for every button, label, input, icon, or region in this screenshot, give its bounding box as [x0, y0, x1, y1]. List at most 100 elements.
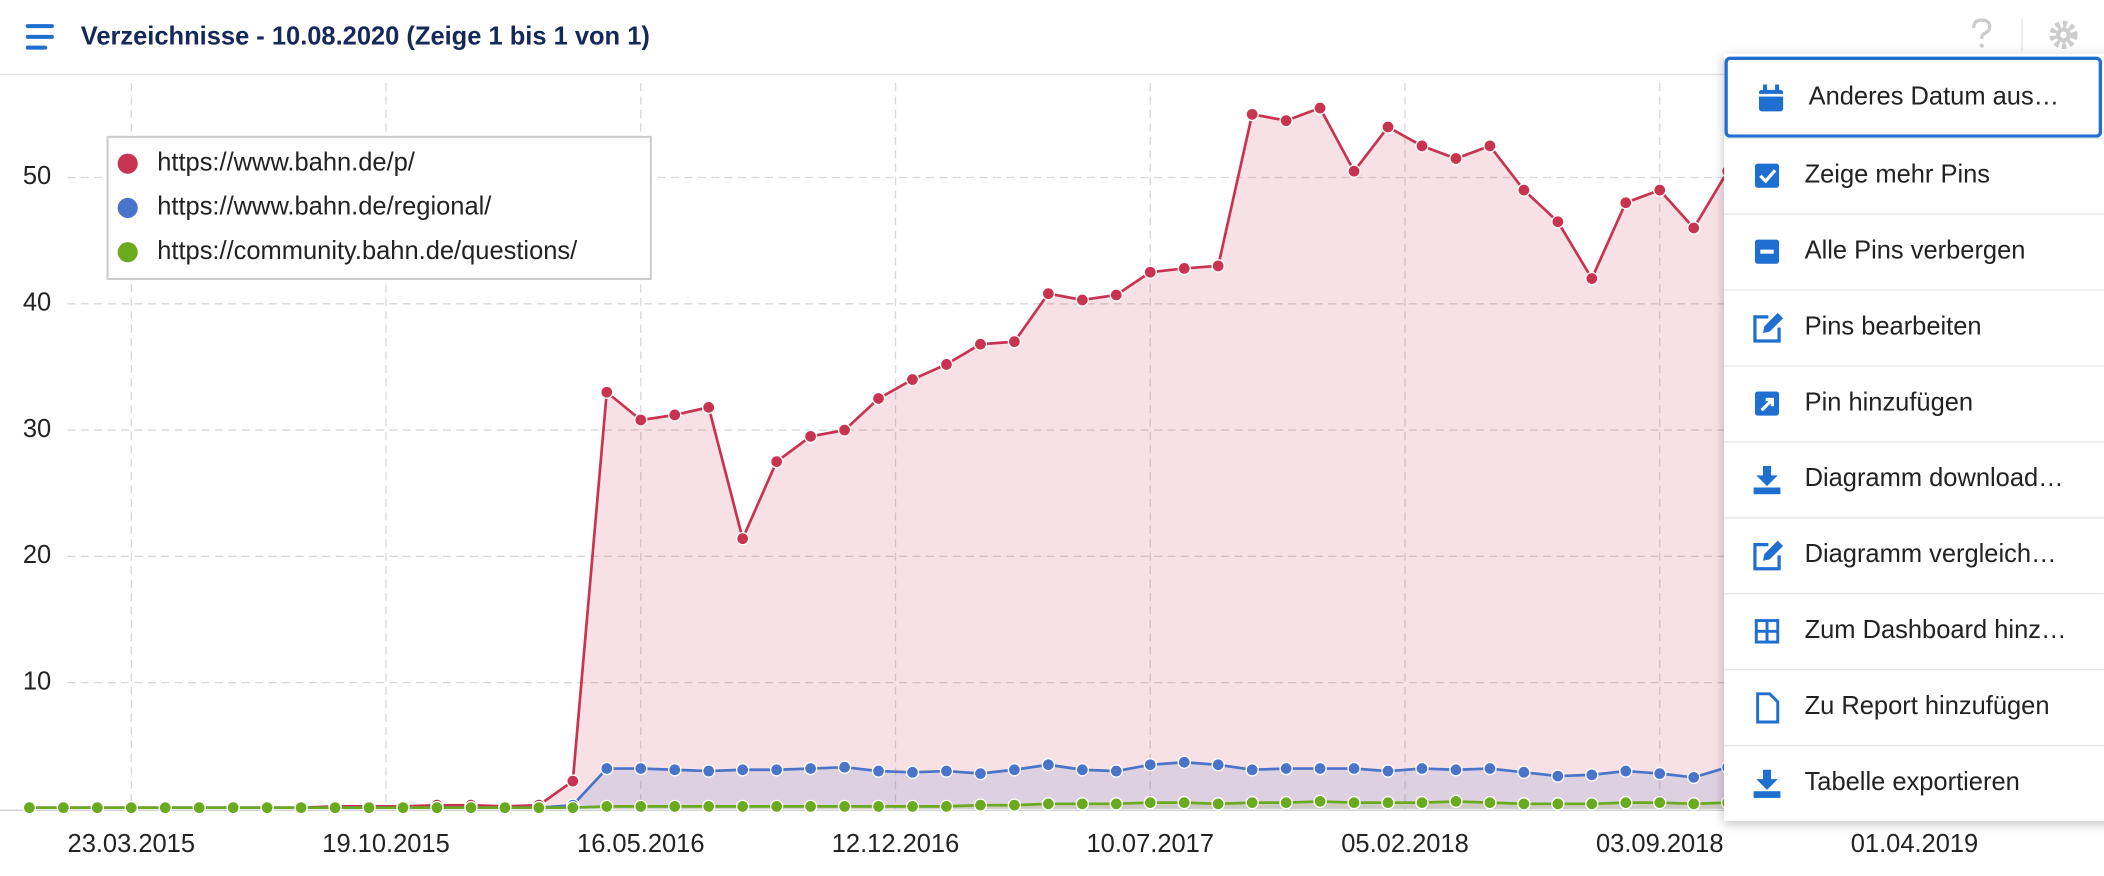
menu-item-label[interactable]: Zum Dashboard hinz… [1805, 616, 2067, 644]
data-point [1313, 794, 1327, 809]
data-point [1585, 271, 1599, 286]
data-point [701, 400, 716, 415]
data-point [1551, 769, 1565, 783]
data-point [56, 800, 71, 815]
x-tick-label: 10.07.2017 [1087, 830, 1214, 858]
data-point [1007, 334, 1022, 349]
menu-item-label[interactable]: Tabelle exportieren [1805, 768, 2020, 796]
x-tick-label: 03.09.2018 [1596, 830, 1723, 858]
data-point [973, 798, 988, 812]
legend-label[interactable]: https://community.bahn.de/questions/ [157, 237, 578, 265]
data-point [1211, 758, 1225, 772]
x-tick-label: 05.02.2018 [1341, 830, 1468, 858]
data-point [566, 800, 580, 815]
data-point [1143, 265, 1157, 279]
data-point [1347, 164, 1361, 178]
data-point [1279, 113, 1293, 128]
data-point [1177, 755, 1191, 769]
x-tick-label: 23.03.2015 [68, 830, 195, 858]
data-point [973, 766, 988, 781]
data-point [226, 800, 240, 815]
data-point [1415, 139, 1429, 153]
menu-item-label[interactable]: Zu Report hinzufügen [1805, 692, 2050, 720]
data-point [1177, 261, 1191, 276]
data-point [600, 799, 614, 814]
menu-item-label[interactable]: Anderes Datum aus… [1809, 83, 2060, 111]
data-point [939, 357, 954, 372]
data-point [1381, 795, 1395, 810]
help-button[interactable] [1968, 18, 1995, 48]
data-point [1687, 797, 1701, 811]
legend-label[interactable]: https://www.bahn.de/p/ [157, 148, 416, 176]
x-tick-label: 01.04.2019 [1851, 830, 1978, 858]
data-point [701, 764, 716, 778]
menu-item-label[interactable]: Diagramm download… [1805, 464, 2064, 492]
menu-item[interactable]: Alle Pins verbergen [1724, 213, 2104, 264]
y-tick-label: 20 [23, 541, 51, 569]
legend-marker [117, 153, 138, 174]
chart: 10 20 30 40 50 23.03.2015 19.10.2015 16.05.2016… [0, 83, 1978, 858]
data-point [1483, 795, 1497, 810]
data-point [1653, 183, 1667, 197]
header-title: Verzeichnisse - 10.08.2020 (Zeige 1 bis … [81, 22, 650, 50]
menu-item[interactable]: Anderes Datum aus… [1724, 56, 2103, 138]
menu-item-label[interactable]: Pin hinzufügen [1805, 388, 1974, 416]
menu-item[interactable]: Diagramm download… [1724, 441, 2104, 495]
menu-item[interactable]: Pins bearbeiten [1724, 289, 2104, 343]
data-point [668, 763, 682, 777]
x-tick-label: 12.12.2016 [832, 830, 959, 858]
menu-item[interactable]: Zeige mehr Pins [1724, 137, 2104, 188]
data-point [871, 391, 886, 406]
menu-item-label[interactable]: Alle Pins verbergen [1805, 236, 2026, 264]
data-point [1449, 763, 1463, 777]
menu-item[interactable]: Tabelle exportieren [1724, 744, 2104, 798]
menu-item[interactable]: Pin hinzufügen [1724, 365, 2104, 416]
data-point [769, 454, 784, 469]
data-point [1653, 766, 1667, 781]
context-menu: Anderes Datum aus… Zeige mehr Pins Alle Pi… [1724, 53, 2104, 821]
menu-item-label[interactable]: Zeige mehr Pins [1805, 160, 1990, 188]
menu-button[interactable] [25, 24, 54, 50]
data-point [1347, 761, 1361, 776]
data-point [634, 413, 648, 427]
data-point [260, 800, 274, 815]
menu-panel [1724, 53, 2104, 821]
menu-icon [1753, 466, 1781, 495]
data-point [1109, 764, 1124, 778]
data-point [1415, 795, 1429, 810]
menu-icon [1753, 769, 1781, 798]
data-point [1585, 797, 1599, 811]
data-point [328, 800, 342, 815]
menu-item[interactable]: Diagramm vergleich… [1724, 517, 2104, 571]
menu-item[interactable]: Zum Dashboard hinz… [1724, 593, 2104, 644]
data-point [735, 799, 750, 814]
data-point [1619, 795, 1633, 810]
menu-item[interactable]: Zu Report hinzufügen [1724, 669, 2104, 724]
data-point [1687, 221, 1701, 235]
data-point [1313, 761, 1327, 776]
data-point [769, 799, 784, 814]
data-point [735, 763, 750, 777]
data-point [939, 799, 954, 814]
data-point [1007, 763, 1022, 777]
menu-item-label[interactable]: Pins bearbeiten [1805, 312, 1982, 340]
legend-marker [117, 197, 138, 218]
menu-icon [1753, 540, 1784, 571]
data-point [1517, 765, 1531, 780]
settings-button[interactable] [2049, 20, 2078, 49]
menu-icon [1754, 239, 1780, 264]
data-point [294, 800, 308, 815]
data-point [905, 799, 920, 814]
menu-item-label[interactable]: Diagramm vergleich… [1805, 540, 2057, 568]
data-point [871, 764, 886, 778]
data-point [1245, 107, 1259, 122]
menu-icon [1758, 84, 1784, 112]
data-point [701, 799, 716, 814]
series-area [29, 107, 1728, 809]
menu-icon [1754, 163, 1780, 188]
data-point [1109, 288, 1124, 302]
data-point [634, 799, 648, 814]
legend-label[interactable]: https://www.bahn.de/regional/ [157, 193, 492, 221]
